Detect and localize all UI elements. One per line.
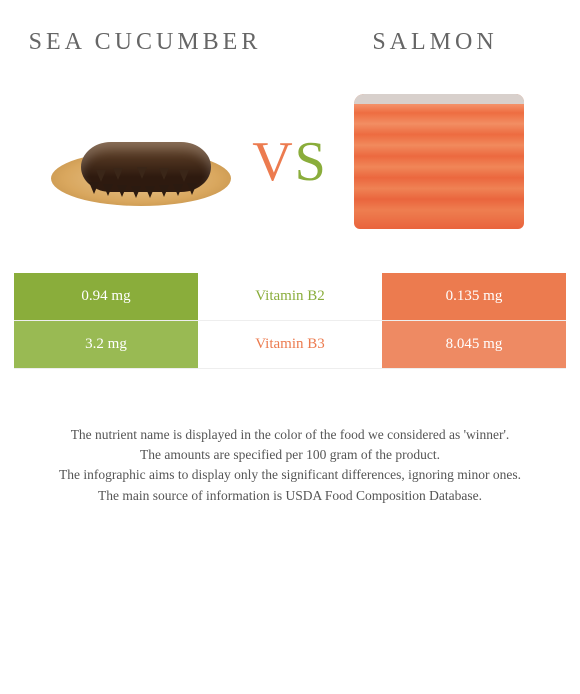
footer-notes: The nutrient name is displayed in the co… <box>29 425 551 506</box>
sea-cucumber-image <box>30 87 252 237</box>
vs-label: VS <box>252 130 328 194</box>
left-food-title: SEA CUCUMBER <box>25 28 265 57</box>
comparison-images-row: VS <box>0 87 580 237</box>
footer-line: The amounts are specified per 100 gram o… <box>59 445 521 465</box>
header: SEA CUCUMBER SALMON <box>0 0 580 57</box>
right-value-cell: 0.135 mg <box>382 273 566 320</box>
vs-letter-s: S <box>295 131 328 193</box>
nutrient-name-cell: Vitamin B2 <box>198 273 382 320</box>
table-row: 3.2 mg Vitamin B3 8.045 mg <box>14 321 566 369</box>
nutrient-name-cell: Vitamin B3 <box>198 321 382 368</box>
nutrient-table: 0.94 mg Vitamin B2 0.135 mg 3.2 mg Vitam… <box>0 273 580 369</box>
footer-line: The infographic aims to display only the… <box>59 465 521 485</box>
footer-line: The nutrient name is displayed in the co… <box>59 425 521 445</box>
footer-line: The main source of information is USDA F… <box>59 486 521 506</box>
vs-letter-v: V <box>252 131 294 193</box>
salmon-image <box>328 87 550 237</box>
table-row: 0.94 mg Vitamin B2 0.135 mg <box>14 273 566 321</box>
right-value-cell: 8.045 mg <box>382 321 566 368</box>
left-value-cell: 0.94 mg <box>14 273 198 320</box>
left-value-cell: 3.2 mg <box>14 321 198 368</box>
right-food-title: SALMON <box>315 28 555 57</box>
